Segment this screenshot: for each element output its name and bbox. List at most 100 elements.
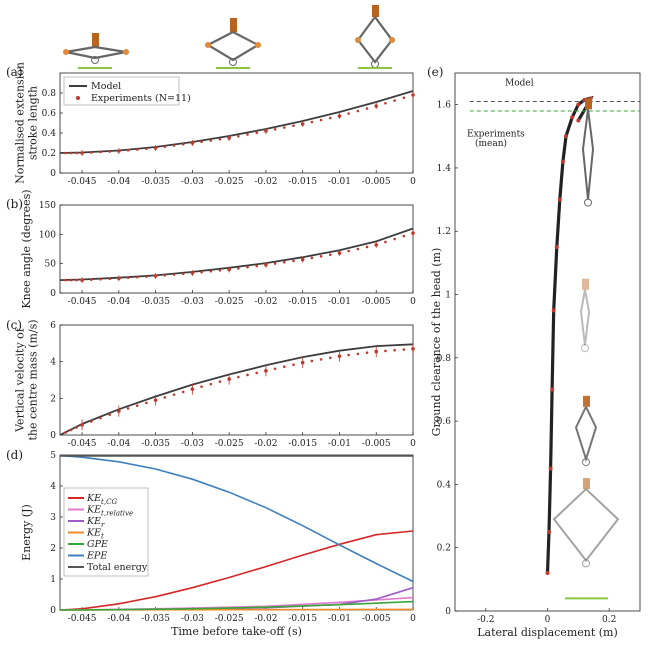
panel-label: (a) [6, 65, 23, 79]
data-point [108, 150, 111, 153]
data-point [135, 275, 139, 279]
data-point [328, 116, 332, 120]
data-point [402, 96, 406, 100]
data-point [402, 234, 406, 238]
x-tick-label: -0.035 [141, 439, 170, 449]
legend-box [63, 76, 180, 106]
data-point [99, 416, 102, 420]
x-tick-label: -0.025 [215, 297, 244, 307]
data-point [564, 134, 568, 139]
x-tick-label: -0.045 [68, 297, 97, 307]
data-point [273, 262, 277, 265]
data-point [117, 149, 121, 153]
data-point [384, 349, 387, 353]
x-tick-label: -0.035 [141, 297, 170, 307]
x-tick-label: -0.04 [107, 297, 130, 307]
y-tick-label: 2 [50, 544, 56, 554]
y-tick-label: 0 [50, 606, 56, 616]
data-point [190, 387, 195, 391]
series-line [59, 227, 414, 281]
x-tick-label: 0 [410, 439, 416, 449]
series-line [59, 530, 414, 611]
x-tick-label: -0.015 [288, 614, 317, 624]
data-point [554, 245, 559, 250]
x-tick-label: 0 [410, 614, 416, 624]
data-point [218, 380, 222, 383]
x-axis-label: Lateral displacement (m) [477, 626, 618, 639]
data-point [64, 278, 67, 282]
data-point [181, 272, 185, 276]
y-tick-label: 6 [50, 321, 56, 331]
data-point [384, 101, 387, 105]
data-point [200, 385, 203, 388]
x-tick-label: -0.045 [68, 439, 97, 449]
x-tick-label: 0.2 [602, 615, 616, 625]
data-point [319, 118, 323, 122]
y-axis-label: the centre mass (m/s) [27, 319, 40, 440]
x-tick-label: -0.04 [107, 614, 130, 624]
data-point [163, 273, 167, 277]
data-point [411, 231, 415, 235]
data-point [99, 277, 102, 281]
data-point [337, 114, 342, 118]
data-point [227, 136, 231, 140]
data-point [200, 270, 203, 274]
y-axis-label: Knee angle (degrees) [20, 189, 33, 308]
data-point [393, 99, 396, 102]
data-point [172, 393, 176, 396]
data-point [145, 401, 148, 405]
y-tick-label: 5 [50, 451, 56, 461]
x-tick-label: -0.015 [288, 439, 317, 449]
data-point [135, 148, 139, 151]
robot-crouched-icon [63, 33, 129, 69]
data-point [300, 122, 305, 126]
x-tick-label: -0.015 [288, 177, 317, 187]
data-point [246, 265, 249, 269]
data-point [264, 369, 268, 373]
data-point [402, 348, 406, 351]
y-tick-label: 0.6 [42, 109, 57, 119]
legend-swatch [76, 96, 80, 100]
data-point [283, 126, 286, 129]
y-tick-label: 4 [50, 482, 56, 492]
plot-frame [59, 72, 414, 174]
data-point [393, 237, 396, 241]
series-line [59, 343, 414, 436]
legend-item: EPE [86, 551, 107, 562]
x-tick-label: -0.005 [362, 177, 391, 187]
y-tick-label: 1 [445, 291, 451, 301]
robot-foot [582, 559, 590, 568]
x-tick-label: -0.04 [107, 439, 130, 449]
data-point [255, 131, 259, 135]
data-point [356, 247, 360, 251]
panel-label: (d) [6, 448, 23, 462]
data-point [117, 276, 121, 281]
x-tick-label: 0 [410, 177, 416, 187]
x-tick-label: -0.02 [254, 297, 277, 307]
data-point [347, 112, 350, 115]
data-point [163, 396, 167, 399]
robot-foot [582, 458, 590, 467]
data-point [328, 356, 332, 360]
x-tick-label: -0.03 [181, 297, 204, 307]
y-axis-label: Ground clearance of the head (m) [430, 248, 443, 437]
data-point [126, 407, 130, 410]
x-tick-label: -0.03 [181, 177, 204, 187]
data-point [117, 409, 121, 413]
data-point [69, 151, 73, 155]
data-point [384, 240, 387, 244]
x-tick-label: -0.02 [254, 177, 277, 187]
data-point [163, 145, 167, 149]
data-point [209, 382, 213, 386]
data-point [237, 134, 240, 138]
x-tick-label: -0.02 [254, 614, 277, 624]
y-axis-label: Energy (J) [20, 504, 33, 561]
x-axis-label: Time before take-off (s) [171, 625, 302, 638]
y-tick-label: 1.4 [437, 164, 452, 174]
data-point [300, 360, 305, 365]
chart-panel-1: (a) 0 0.2 0.4 0.6 0.8 -0.045 -0.04 -0.035 -0.03 -0… [6, 62, 416, 187]
data-point [181, 142, 185, 146]
x-tick-label: -0.005 [362, 439, 391, 449]
y-tick-label: 100 [39, 230, 56, 240]
data-point [145, 275, 148, 278]
